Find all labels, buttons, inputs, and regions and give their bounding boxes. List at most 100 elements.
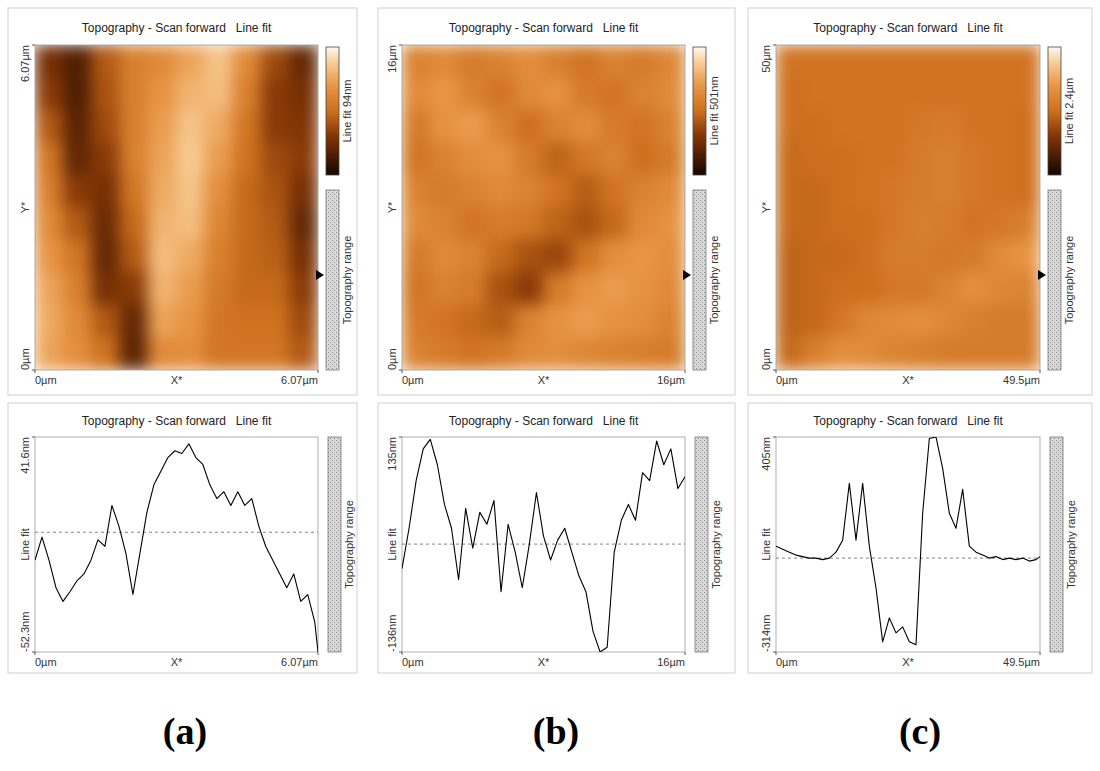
heatmap-cell bbox=[402, 337, 431, 370]
heatmap-cell bbox=[402, 207, 431, 241]
heatmap-cell bbox=[571, 142, 600, 176]
heatmap-cell bbox=[402, 272, 431, 306]
plot-frame bbox=[776, 45, 1040, 370]
heatmap-cell bbox=[63, 337, 92, 370]
heatmap-cell bbox=[35, 110, 64, 144]
heatmap-cell bbox=[960, 175, 987, 209]
heatmap-cell bbox=[119, 305, 148, 339]
tick-label: 6.07µm bbox=[281, 374, 318, 386]
heatmap-cell bbox=[486, 272, 515, 306]
heatmap-cell bbox=[600, 175, 629, 209]
heatmap-cell bbox=[63, 77, 92, 111]
heatmap-cell bbox=[656, 207, 685, 241]
heatmap-cell bbox=[628, 305, 657, 339]
heatmap-cell bbox=[855, 45, 882, 78]
axis-title: Y* bbox=[760, 201, 772, 213]
heatmap-cell bbox=[934, 175, 961, 209]
heatmap-cell bbox=[908, 272, 935, 306]
plot-frame bbox=[402, 45, 685, 370]
heatmap-cell bbox=[656, 305, 685, 339]
heatmap-cell bbox=[960, 110, 987, 144]
heatmap-cell bbox=[600, 207, 629, 241]
heatmap-cell bbox=[486, 337, 515, 370]
tick bbox=[773, 45, 776, 46]
heatmap-cell bbox=[458, 305, 487, 339]
axis-title: X* bbox=[538, 656, 550, 668]
heatmap-cell bbox=[63, 45, 92, 78]
heatmap-cell bbox=[828, 337, 855, 370]
panel-frame bbox=[8, 8, 357, 395]
heatmap-cell bbox=[776, 305, 803, 339]
heatmap-cell bbox=[600, 142, 629, 176]
range-bar bbox=[326, 190, 339, 370]
heatmap-cell bbox=[204, 45, 233, 78]
heatmap-cell bbox=[628, 240, 657, 274]
range-bar bbox=[695, 437, 708, 652]
heatmap-cell bbox=[1013, 272, 1040, 306]
heatmap-cell bbox=[515, 207, 544, 241]
heatmap-cell bbox=[934, 240, 961, 274]
tick bbox=[773, 370, 776, 371]
heatmap-cell bbox=[35, 207, 64, 241]
heatmap-cell bbox=[855, 272, 882, 306]
heatmap-cell bbox=[802, 337, 829, 370]
heatmap-cell bbox=[176, 337, 205, 370]
heatmap-cell bbox=[515, 142, 544, 176]
heatmap-cell bbox=[600, 77, 629, 111]
tick bbox=[399, 370, 402, 371]
heatmap-cell bbox=[855, 110, 882, 144]
heatmap-cell bbox=[828, 77, 855, 111]
panel: Topography - Scan forward Line fit0µm6.0… bbox=[8, 8, 357, 753]
heatmap-cell bbox=[148, 272, 177, 306]
plot-frame bbox=[776, 437, 1040, 652]
heatmap-cell bbox=[571, 110, 600, 144]
heatmap-cell bbox=[543, 240, 572, 274]
heatmap-cell bbox=[204, 240, 233, 274]
heatmap-cell bbox=[261, 110, 290, 144]
tick-label: 16µm bbox=[657, 656, 685, 668]
tick-label: 0µm bbox=[402, 374, 424, 386]
tick-label: 6.07µm bbox=[281, 656, 318, 668]
heatmap-cell bbox=[987, 175, 1014, 209]
heatmap-cell bbox=[802, 305, 829, 339]
heatmap-cell bbox=[1013, 142, 1040, 176]
heatmap-cell bbox=[543, 142, 572, 176]
heatmap-cell bbox=[543, 305, 572, 339]
heatmap-cell bbox=[204, 77, 233, 111]
heatmap-cell bbox=[148, 142, 177, 176]
heatmap-cell bbox=[515, 77, 544, 111]
heatmap-cell bbox=[430, 240, 459, 274]
heatmap-cell bbox=[571, 207, 600, 241]
heatmap-cell bbox=[543, 77, 572, 111]
heatmap-cell bbox=[802, 240, 829, 274]
tick bbox=[32, 45, 35, 46]
heatmap-cell bbox=[571, 272, 600, 306]
heatmap-cell bbox=[35, 337, 64, 370]
heatmap-cell bbox=[934, 207, 961, 241]
heatmap-cell bbox=[204, 337, 233, 370]
heatmap-cell bbox=[261, 305, 290, 339]
heatmap-cell bbox=[289, 110, 318, 144]
heatmap-cell bbox=[289, 305, 318, 339]
heatmap-cell bbox=[515, 337, 544, 370]
heatmap-cell bbox=[543, 175, 572, 209]
heatmap-cell bbox=[148, 45, 177, 78]
heatmap-cell bbox=[1013, 337, 1040, 370]
heatmap-cell bbox=[960, 240, 987, 274]
heatmap-cell bbox=[233, 110, 262, 144]
colorbar-label: Line fit 94nm bbox=[341, 80, 353, 143]
heatmap-cell bbox=[148, 207, 177, 241]
plot-frame bbox=[35, 45, 318, 370]
heatmap-cell bbox=[828, 272, 855, 306]
indicator bbox=[316, 270, 324, 280]
title: Topography - Scan forward Line fit bbox=[813, 21, 1003, 35]
heatmap-cell bbox=[802, 207, 829, 241]
heatmap-cell bbox=[828, 110, 855, 144]
heatmap-cell bbox=[855, 175, 882, 209]
heatmap-cell bbox=[486, 45, 515, 78]
heatmap-cell bbox=[881, 207, 908, 241]
heatmap-cell bbox=[828, 240, 855, 274]
heatmap-cell bbox=[776, 175, 803, 209]
heatmap-cell bbox=[776, 142, 803, 176]
heatmap-cell bbox=[543, 45, 572, 78]
